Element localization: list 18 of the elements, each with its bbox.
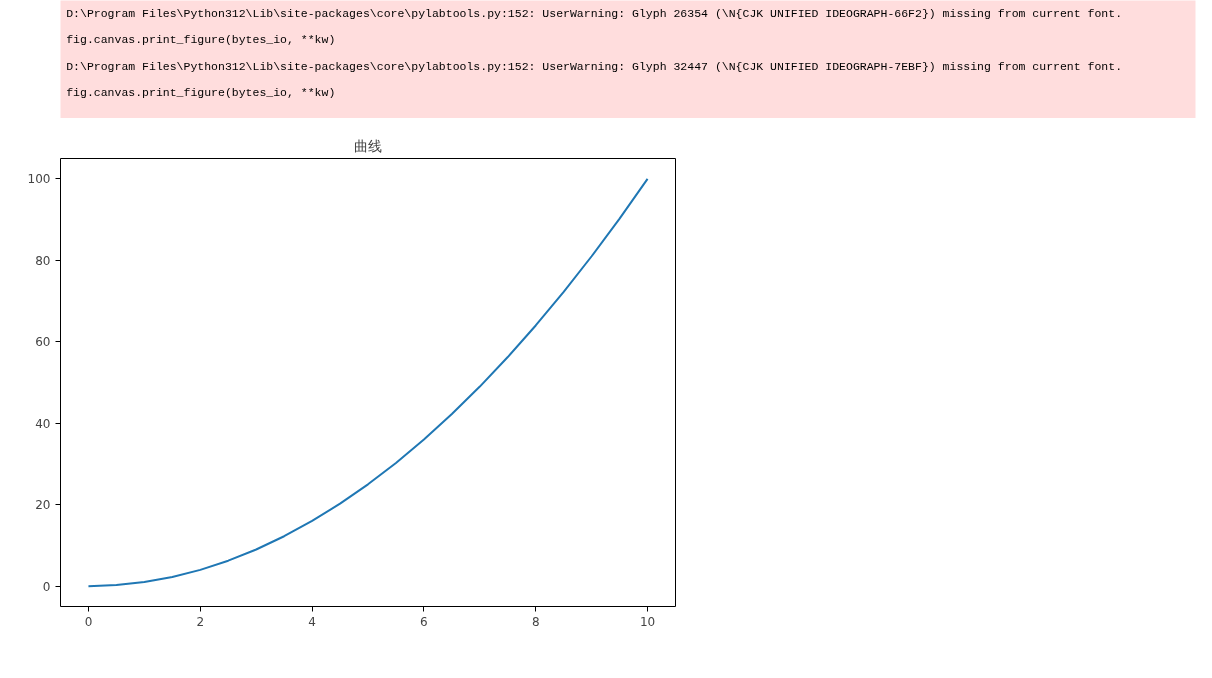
line-series: [87, 177, 649, 588]
y-tick-label: 60: [35, 335, 51, 350]
x-tick-label: 0: [84, 614, 93, 629]
y-tick-label: 0: [42, 579, 51, 594]
x-tick-label: 10: [639, 614, 656, 629]
text: D:\Program Files\Python312\Lib\site-packages\core\pylabtools.py:152: UserWarning: Glyph 26354 (\N{CJK UNIFIED IDEOGRAPH-66F2}) missing from current font.: [66, 7, 1123, 21]
y-tick-label: 100: [27, 172, 51, 187]
y-tick-label: 80: [35, 253, 51, 268]
text: D:\Program Files\Python312\Lib\site-packages\core\pylabtools.py:152: UserWarning: Glyph 32447 (\N{CJK UNIFIED IDEOGRAPH-7EBF}) missing from current font.: [66, 59, 1123, 73]
x-tick-label: 4: [308, 614, 316, 629]
x-tick-label: 2: [196, 614, 205, 629]
text: fig.canvas.print_figure(bytes_io, **kw): [66, 85, 336, 99]
y-tick-label: 20: [35, 498, 51, 513]
text: fig.canvas.print_figure(bytes_io, **kw): [66, 33, 336, 47]
y-tick-label: 40: [35, 416, 51, 431]
x-tick-label: 6: [420, 614, 428, 629]
chart-title: 曲线: [354, 137, 382, 154]
x-tick-label: 8: [531, 614, 540, 629]
